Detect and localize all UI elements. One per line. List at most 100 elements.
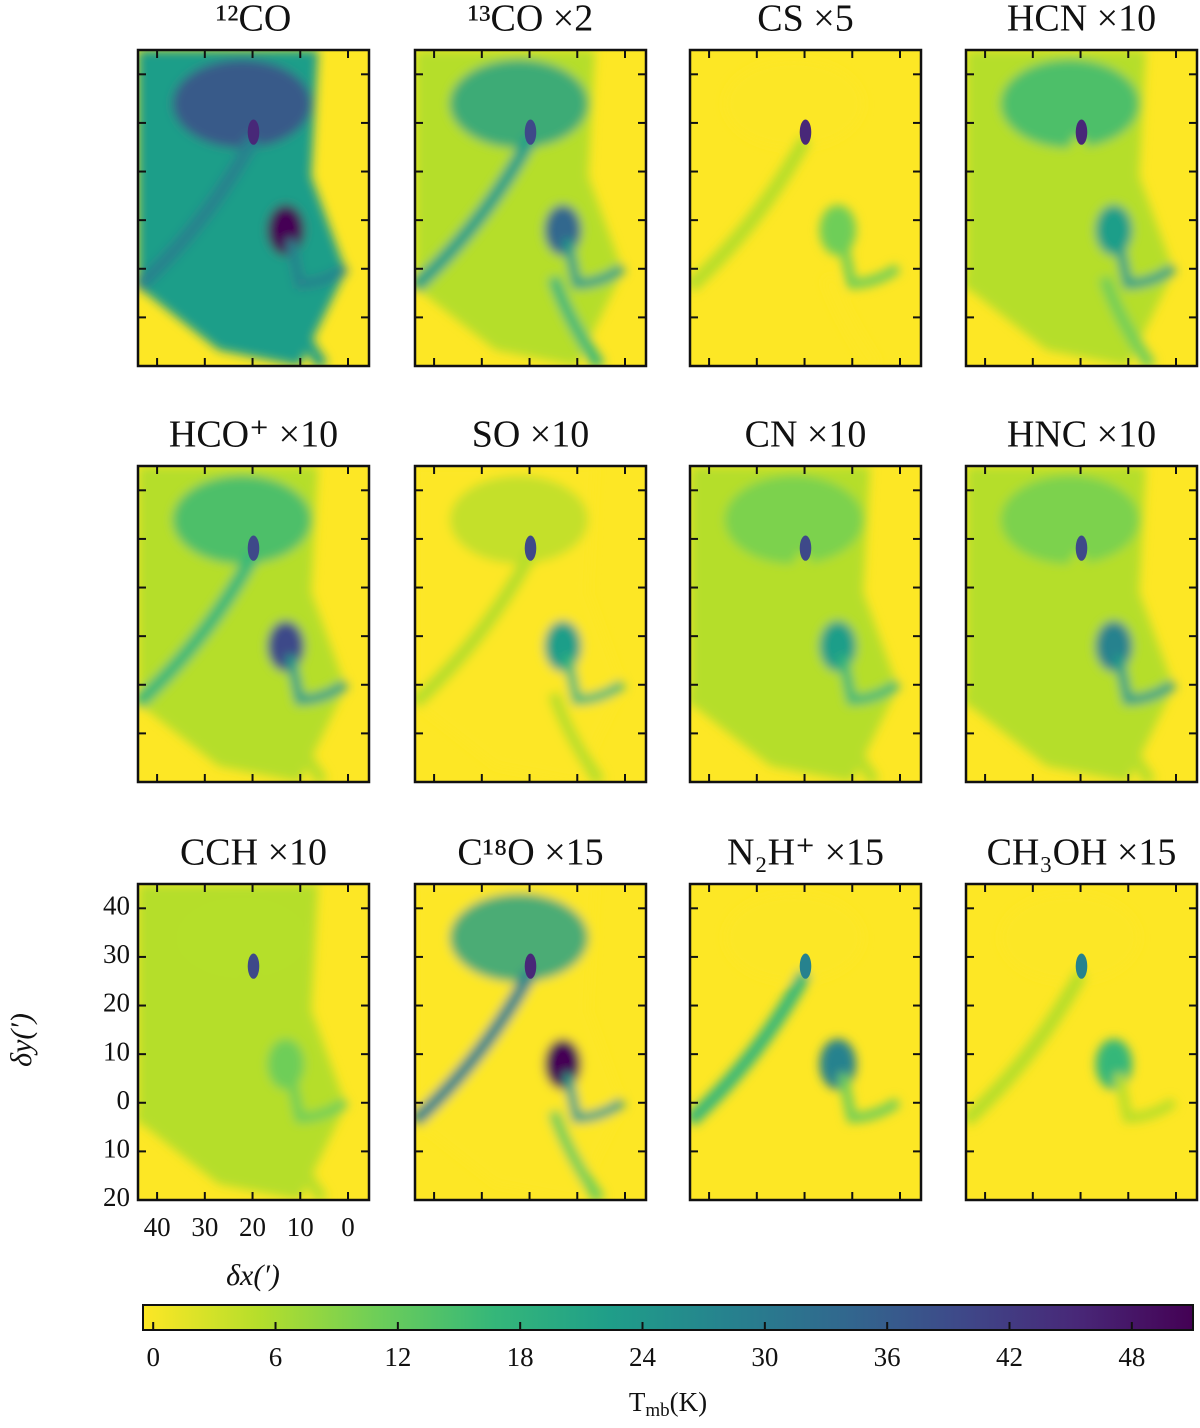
- y-tick-label: 30: [103, 939, 130, 969]
- tail: [837, 1072, 901, 1123]
- filament: [690, 969, 812, 1127]
- south-core: [267, 620, 305, 672]
- tail: [285, 654, 349, 705]
- map-features: [138, 50, 349, 366]
- map-features: [690, 466, 901, 782]
- filament: [138, 551, 260, 709]
- map: [415, 884, 626, 1200]
- panel-title: ¹²CO: [216, 0, 292, 40]
- tail: [562, 1072, 626, 1123]
- north-cloud: [724, 59, 864, 148]
- colorbar-label-sub: mb: [645, 1400, 669, 1421]
- map: [138, 884, 349, 1200]
- y-tick-label: 10: [103, 1036, 130, 1066]
- panel-title: HCN ×10: [1007, 0, 1156, 40]
- panel: HCO⁺ ×10: [136, 414, 371, 784]
- map-features: [138, 884, 349, 1200]
- colorbar-tick-label: 48: [1118, 1342, 1145, 1372]
- north-core: [247, 535, 260, 561]
- map-features: [966, 50, 1177, 366]
- colorbar-tick-label: 18: [507, 1342, 534, 1372]
- tail: [562, 238, 626, 289]
- filament: [138, 135, 260, 293]
- panel-title: CS ×5: [757, 0, 853, 40]
- filament: [415, 969, 537, 1127]
- north-core: [247, 953, 260, 979]
- south-core: [1095, 1038, 1133, 1090]
- tail: [837, 654, 901, 705]
- south-extension: [270, 275, 328, 366]
- north-cloud: [172, 59, 312, 148]
- map-features: [138, 466, 349, 782]
- south-core: [267, 1038, 305, 1090]
- tail: [837, 238, 901, 289]
- filament: [415, 551, 537, 709]
- colorbar-tick-label: 42: [996, 1342, 1023, 1372]
- map: [690, 893, 901, 1127]
- y-tick-label: 0: [117, 1085, 131, 1115]
- panel-title: HNC ×10: [1007, 414, 1156, 456]
- south-core: [544, 204, 582, 256]
- colorbar-tick-label: 6: [269, 1342, 283, 1372]
- tail: [285, 238, 349, 289]
- map: [690, 466, 901, 782]
- panel-title: N₂H⁺ ×15: [727, 832, 884, 874]
- north-cloud: [724, 893, 864, 982]
- panel-title: CCH ×10: [180, 832, 327, 874]
- south-core: [544, 1038, 582, 1090]
- north-cloud: [449, 475, 589, 564]
- north-cloud: [1000, 893, 1140, 982]
- filament: [690, 135, 812, 293]
- panel: CCH ×10 40 30 20 10 0 20 10 0 10 20 30 40: [103, 832, 371, 1242]
- south-core: [267, 204, 305, 256]
- x-axis-label: δx(′): [226, 1259, 280, 1292]
- colorbar-label-unit: (K): [670, 1387, 707, 1417]
- north-cloud: [1000, 59, 1140, 148]
- map-features: [415, 50, 626, 366]
- colorbar-tick-label: 12: [384, 1342, 411, 1372]
- filament: [966, 551, 1088, 709]
- colorbar-tick-label: 0: [146, 1342, 160, 1372]
- map: [415, 50, 626, 366]
- colorbar-label: Tmb(K): [629, 1387, 707, 1421]
- north-core: [247, 119, 260, 145]
- north-core: [524, 953, 537, 979]
- map-features: [966, 893, 1177, 1127]
- map-features: [415, 466, 626, 782]
- panel-title: SO ×10: [472, 414, 590, 456]
- panel-title: ¹³CO ×2: [468, 0, 594, 40]
- north-cloud: [172, 475, 312, 564]
- panel: ¹²CO: [136, 0, 371, 368]
- panel: SO ×10: [413, 414, 648, 784]
- south-extension: [547, 691, 605, 782]
- y-axis-label: δy(′): [5, 1013, 38, 1067]
- y-tick-label: 10: [103, 1134, 130, 1164]
- map: [966, 893, 1177, 1127]
- north-cloud: [1000, 475, 1140, 564]
- north-core: [1075, 953, 1088, 979]
- filament: [138, 969, 260, 1127]
- north-cloud: [449, 893, 589, 982]
- north-core: [524, 119, 537, 145]
- y-tick-label: 40: [103, 891, 130, 921]
- south-core: [544, 620, 582, 672]
- north-core: [799, 953, 812, 979]
- colorbar: [142, 1304, 1194, 1331]
- south-extension: [822, 691, 880, 782]
- panel-title: CH₃OH ×15: [987, 832, 1177, 874]
- colorbar-tick-label: 24: [629, 1342, 657, 1372]
- panel: N₂H⁺ ×15: [688, 832, 923, 1202]
- filament: [966, 969, 1088, 1127]
- tail: [285, 1072, 349, 1123]
- colorbar-label-main: T: [629, 1387, 646, 1417]
- map: [138, 466, 349, 782]
- map: [966, 50, 1177, 366]
- filament: [415, 135, 537, 293]
- north-cloud: [724, 475, 864, 564]
- tail: [1113, 238, 1177, 289]
- south-extension: [270, 1109, 328, 1200]
- colorbar-tick-label: 36: [874, 1342, 901, 1372]
- map-features: [690, 893, 901, 1127]
- panel: CS ×5: [688, 0, 923, 368]
